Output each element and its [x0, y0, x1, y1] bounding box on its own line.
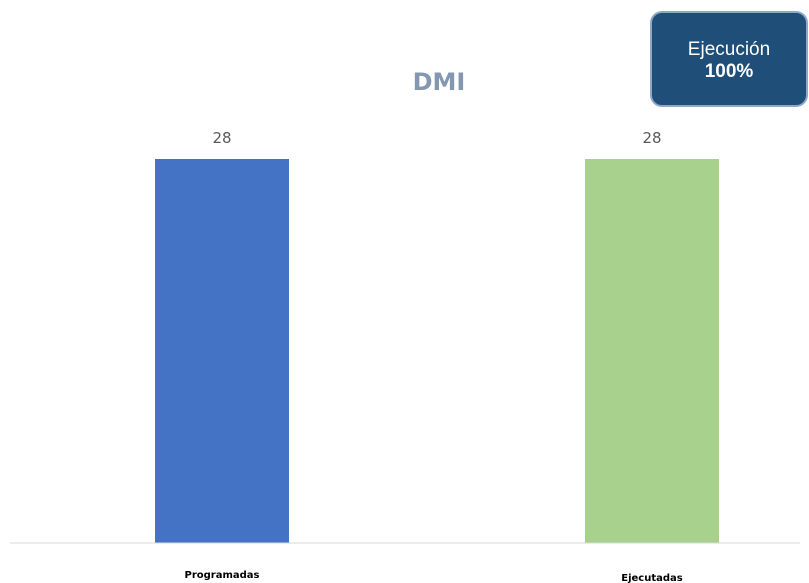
bar-programadas — [155, 159, 289, 543]
execution-badge: Ejecución 100% — [650, 11, 808, 107]
value-label-programadas: 28 — [212, 129, 231, 147]
bars-layer — [155, 159, 719, 543]
category-label-ejecutadas: Ejecutadas — [621, 573, 683, 583]
category-label-programadas: Programadas — [185, 570, 260, 581]
chart-title: DMI — [413, 68, 466, 96]
execution-percent: 100% — [704, 61, 754, 82]
labels-layer: 28 Programadas 28 Ejecutadas — [185, 129, 683, 583]
value-label-ejecutadas: 28 — [642, 129, 661, 147]
execution-label: Ejecución — [687, 39, 771, 60]
bar-ejecutadas — [585, 159, 719, 543]
